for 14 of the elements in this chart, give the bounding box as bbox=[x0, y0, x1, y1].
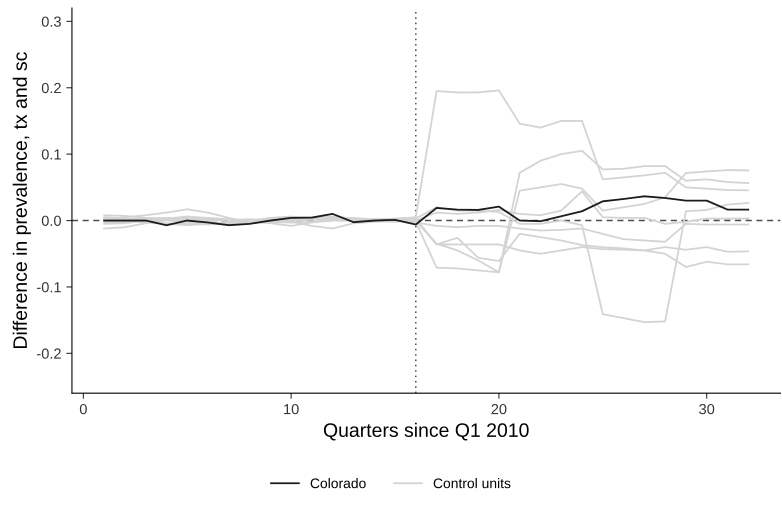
legend-label: Control units bbox=[434, 478, 510, 488]
y-axis-title: Difference in prevalence, tx and sc bbox=[12, 52, 31, 348]
y-tick-label: 0.1 bbox=[42, 149, 61, 160]
x-axis-title: Quarters since Q1 2010 bbox=[324, 422, 529, 440]
y-tick-label: 0.0 bbox=[42, 216, 61, 226]
x-tick-label: 0 bbox=[80, 404, 87, 414]
x-tick-label: 30 bbox=[699, 404, 714, 414]
x-tick-label: 10 bbox=[284, 404, 299, 414]
y-tick-label: -0.1 bbox=[37, 282, 61, 292]
y-tick-label: 0.3 bbox=[42, 16, 61, 27]
legend-label: Colorado bbox=[310, 478, 366, 488]
y-tick-label: 0.2 bbox=[42, 82, 61, 94]
y-tick-label: -0.2 bbox=[37, 348, 61, 359]
x-tick-label: 20 bbox=[492, 404, 506, 414]
